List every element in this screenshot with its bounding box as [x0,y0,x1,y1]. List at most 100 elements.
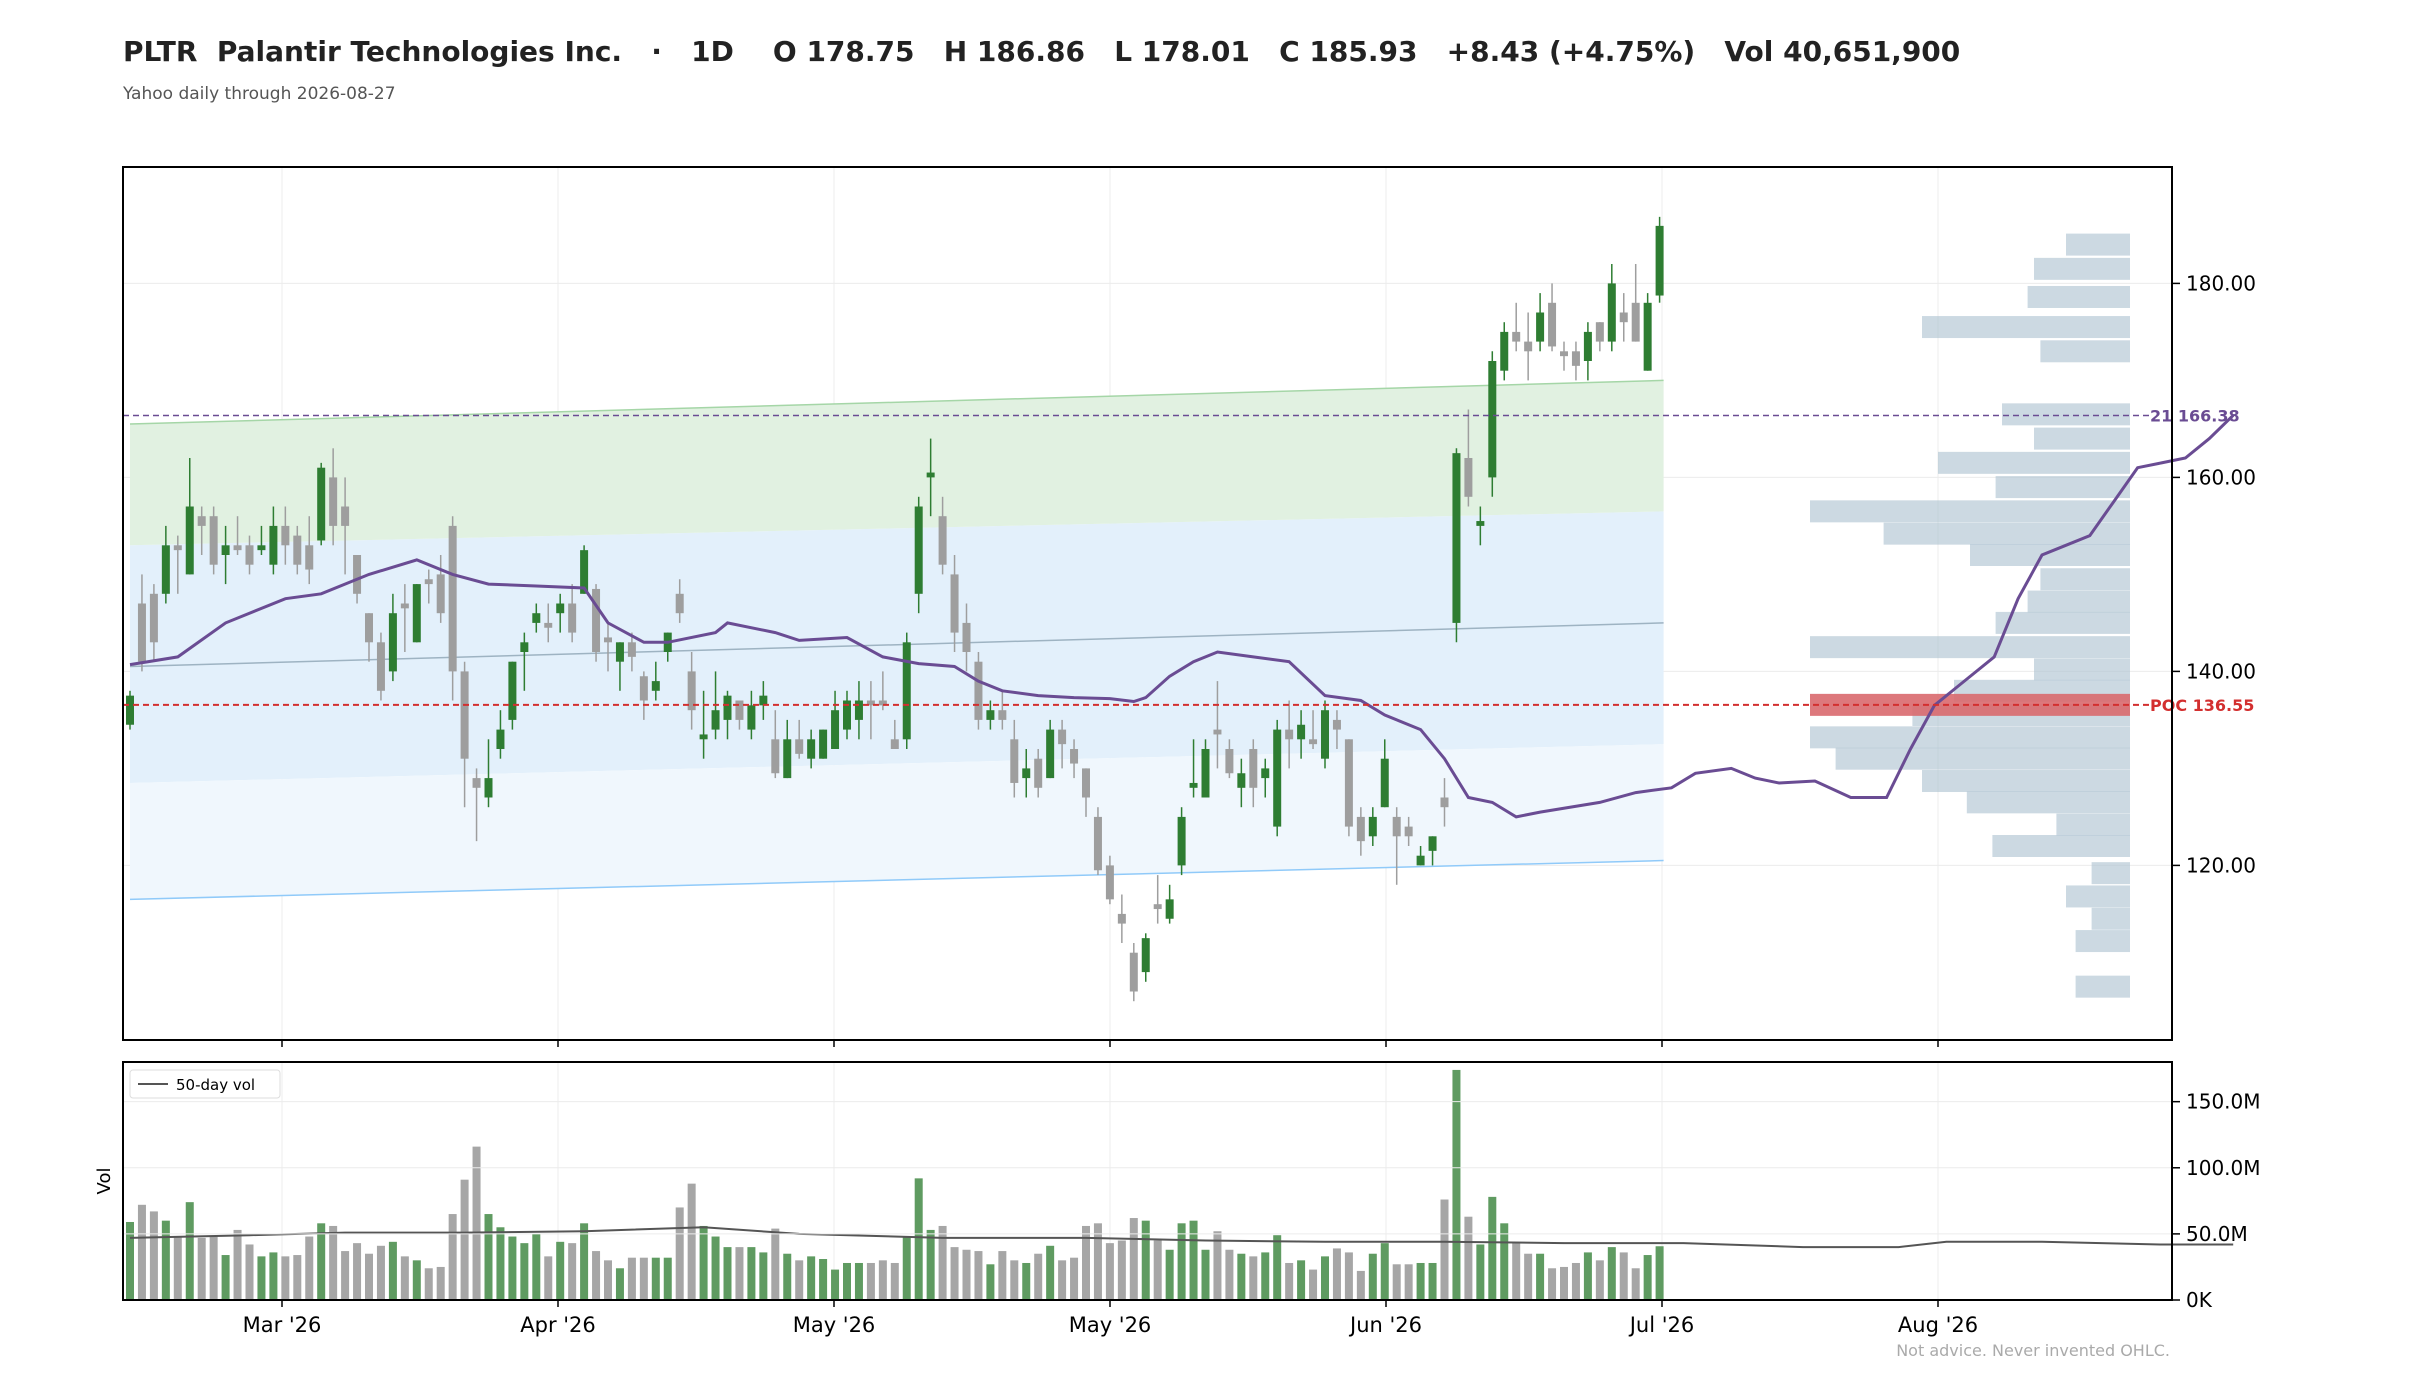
volume-profile-bar [1922,770,2130,793]
volume-bar [544,1256,553,1300]
volume-bar [556,1241,565,1300]
candle-body [819,729,828,759]
volume-bar [400,1256,409,1300]
candle-body [341,506,350,526]
volume-bar [723,1247,732,1300]
volume-bar [1512,1243,1521,1300]
volume-bar [1524,1253,1533,1300]
volume-profile-bar [2040,340,2130,363]
candle-body [149,593,158,643]
volume-bar [1034,1253,1043,1300]
volume-profile-bar [1810,636,2130,659]
candle-body [233,545,242,551]
candle-body [556,603,565,614]
candle-body [723,695,732,720]
x-tick-label: Apr '26 [520,1313,596,1337]
candle-body [1655,225,1664,296]
channel-mid-line [129,622,1664,668]
volume-profile-bar [2034,427,2130,450]
volume-bar [1201,1249,1210,1300]
price-panel-frame [122,166,2173,1041]
candle-body [1548,302,1557,347]
volume-bar [950,1247,959,1300]
candle-body [460,671,469,759]
candle-body [520,642,529,652]
candle-body [1117,913,1126,924]
candle-body [998,710,1007,720]
volume-bar [938,1225,947,1300]
candle-body [1512,331,1521,342]
volume-bar [962,1249,971,1300]
candle-body [1321,710,1329,759]
volume-bar [341,1251,350,1300]
candle-body [1368,816,1377,837]
chart-header: PLTR Palantir Technologies Inc. · 1D O 1… [123,32,1960,104]
volume-bar [747,1247,756,1300]
volume-bar [819,1259,828,1300]
volume-profile-bar [2075,975,2130,998]
volume-bar [831,1269,840,1300]
candle-body [496,729,505,749]
candle-body [1153,904,1162,910]
volume-bar [1046,1245,1055,1300]
volume-panel-frame [122,1061,2173,1301]
volume-bar [496,1227,505,1300]
sma-21-line [129,414,2235,819]
volume-bar [281,1256,290,1300]
volume-bar [735,1247,744,1300]
candle-body [1201,749,1210,798]
volume-bar [914,1178,923,1300]
volume-bar [1117,1240,1126,1300]
candle-body [317,467,326,541]
volume-bar [1536,1253,1545,1300]
candle-body [675,593,684,614]
volume-bar [1631,1268,1640,1300]
candle-body [1261,768,1270,779]
candle-body [508,661,517,720]
candle-body [484,778,493,798]
candle-body [639,676,648,701]
candle-body [592,588,601,652]
candle-body [854,700,863,720]
candle-body [365,613,373,643]
channel-upper-band [130,380,1664,546]
candle-body [651,681,660,691]
volume-bar [412,1260,421,1300]
volume-bar [807,1256,816,1300]
volume-bar [1261,1252,1270,1300]
candle-body [604,637,612,643]
channel-upper-line [129,379,1664,425]
volume-bar [149,1211,158,1300]
price-tick-label: 160.00 [2186,465,2256,489]
volume-bar [1655,1246,1664,1300]
volume-bar [687,1183,696,1300]
volume-bar [197,1237,206,1300]
candle-body [1022,768,1031,779]
candle-body [448,525,457,672]
candle-body [1452,453,1461,623]
volume-bar [974,1251,983,1300]
candle-body [544,622,553,628]
volume-bar [269,1252,278,1300]
candle-body [185,506,194,575]
volume-bar [257,1256,266,1300]
candle-body [1046,729,1055,779]
candle-body [1237,773,1246,788]
volume-tick-label: 100.0M [2186,1156,2261,1180]
volume-bar [986,1264,995,1300]
candle-body [711,710,720,730]
volume-bar [1548,1268,1557,1300]
channel-lower-line [129,859,1664,901]
volume-bar [711,1236,720,1300]
volume-bar [472,1146,481,1300]
volume-bar [1380,1243,1389,1300]
volume-profile-bar [1810,726,2130,749]
volume-bar [759,1252,768,1300]
volume-bar [161,1220,170,1300]
candle-body [627,642,636,657]
candle-body [1440,797,1449,808]
candle-body [1571,351,1580,366]
volume-tick-label: 150.0M [2186,1090,2261,1114]
price-tick-label: 180.00 [2186,271,2256,295]
volume-bar [1225,1249,1234,1300]
